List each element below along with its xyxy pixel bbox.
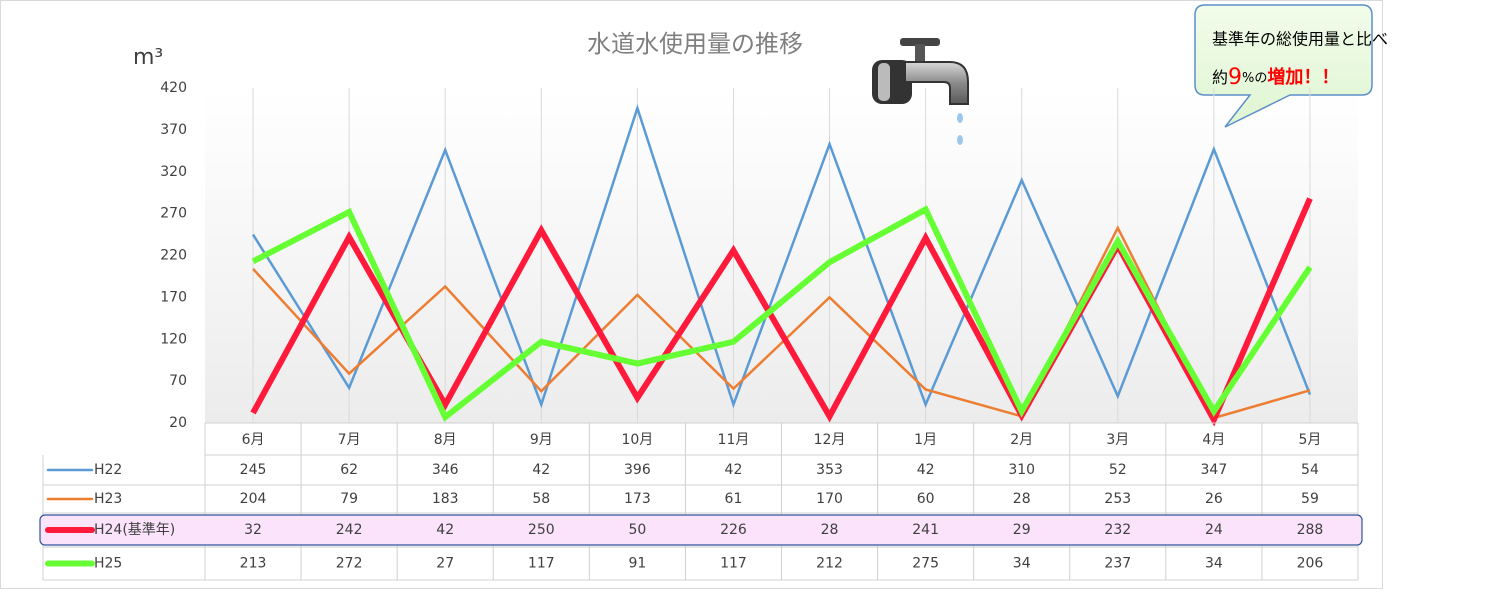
table-value: 52 <box>1109 462 1127 478</box>
table-value: 353 <box>816 462 843 478</box>
table-value: 42 <box>917 462 935 478</box>
x-tick-label: 9月 <box>530 432 553 448</box>
table-value: 253 <box>1104 491 1131 507</box>
x-tick-label: 2月 <box>1010 432 1033 448</box>
table-value: 58 <box>532 491 550 507</box>
series-line <box>251 205 1313 422</box>
table-value: 42 <box>725 462 743 478</box>
callout-number: 9 <box>1228 65 1242 90</box>
table-value: 91 <box>628 556 646 572</box>
table-value: 61 <box>725 491 743 507</box>
table-value: 232 <box>1104 522 1131 538</box>
y-tick-label: 20 <box>169 415 187 431</box>
y-tick-label: 370 <box>160 122 187 138</box>
series-line <box>252 225 1311 420</box>
x-tick-label: 3月 <box>1106 432 1129 448</box>
table-value: 173 <box>624 491 651 507</box>
x-tick-label: 1月 <box>914 432 937 448</box>
table-value: 50 <box>628 522 646 538</box>
table-value: 29 <box>1013 522 1031 538</box>
legend-label: H23 <box>94 491 122 507</box>
table-value: 170 <box>816 491 843 507</box>
faucet-icon <box>872 38 969 145</box>
table-value: 28 <box>821 522 839 538</box>
table-value: 34 <box>1205 556 1223 572</box>
chart-title: 水道水使用量の推移 <box>587 30 803 58</box>
table-value: 237 <box>1104 556 1131 572</box>
table-value: 24 <box>1205 522 1223 538</box>
table-value: 26 <box>1205 491 1223 507</box>
x-tick-label: 10月 <box>621 432 653 448</box>
x-tick-label: 5月 <box>1298 432 1321 448</box>
table-value: 34 <box>1013 556 1031 572</box>
table-value: 54 <box>1301 462 1319 478</box>
y-axis-label: m³ <box>133 45 163 70</box>
x-tick-label: 4月 <box>1202 432 1225 448</box>
table-value: 32 <box>244 522 262 538</box>
callout-text: 約 <box>1212 68 1228 87</box>
y-tick-label: 220 <box>160 248 187 264</box>
callout-line1: 基準年の総使用量と比べ <box>1212 30 1388 49</box>
table-value: 288 <box>1297 522 1324 538</box>
table-value: 183 <box>432 491 459 507</box>
x-tick-label: 7月 <box>338 432 361 448</box>
table-value: 117 <box>528 556 555 572</box>
y-tick-label: 420 <box>160 80 187 96</box>
callout: 基準年の総使用量と比べ 約9%の増加！！ <box>1194 4 1388 128</box>
y-tick-label: 320 <box>160 164 187 180</box>
table-value: 62 <box>340 462 358 478</box>
callout-emphasis: 増加！！ <box>1267 66 1339 88</box>
y-tick-label: 170 <box>160 289 187 305</box>
table-value: 117 <box>720 556 747 572</box>
table-value: 42 <box>436 522 454 538</box>
table-value: 242 <box>336 522 363 538</box>
y-tick-label: 70 <box>169 373 187 389</box>
table-value: 310 <box>1008 462 1035 478</box>
table-value: 28 <box>1013 491 1031 507</box>
table-value: 206 <box>1297 556 1324 572</box>
x-tick-label: 8月 <box>434 432 457 448</box>
table-value: 204 <box>240 491 267 507</box>
table-value: 27 <box>436 556 454 572</box>
highlight-row <box>39 514 1363 546</box>
table-value: 346 <box>432 462 459 478</box>
table-value: 396 <box>624 462 651 478</box>
table-value: 60 <box>917 491 935 507</box>
callout-line2: 約9%の増加！！ <box>1212 65 1339 90</box>
table-value: 59 <box>1301 491 1319 507</box>
legend-label: H22 <box>94 462 122 478</box>
legend-label: H25 <box>94 556 122 572</box>
table-value: 250 <box>528 522 555 538</box>
y-tick-label: 270 <box>160 206 187 222</box>
plot-area <box>205 88 1358 423</box>
series-line <box>251 104 1312 409</box>
table-value: 212 <box>816 556 843 572</box>
table-value: 347 <box>1201 462 1228 478</box>
table-value: 245 <box>240 462 267 478</box>
table-value: 42 <box>532 462 550 478</box>
callout-text: %の <box>1242 71 1267 86</box>
x-tick-label: 12月 <box>814 432 846 448</box>
legend-label: H24(基準年) <box>94 521 175 538</box>
table-value: 241 <box>912 522 939 538</box>
plot: 20 70 120 170 220 270 320 370 420 6月 7月 8月 9月 10月 11月 1… <box>39 80 1363 581</box>
table-value: 272 <box>336 556 363 572</box>
table-value: 275 <box>912 556 939 572</box>
x-tick-label: 11月 <box>718 432 750 448</box>
x-tick-label: 6月 <box>242 432 265 448</box>
table-value: 213 <box>240 556 267 572</box>
table-value: 226 <box>720 522 747 538</box>
y-tick-label: 120 <box>160 331 187 347</box>
table-value: 79 <box>340 491 358 507</box>
